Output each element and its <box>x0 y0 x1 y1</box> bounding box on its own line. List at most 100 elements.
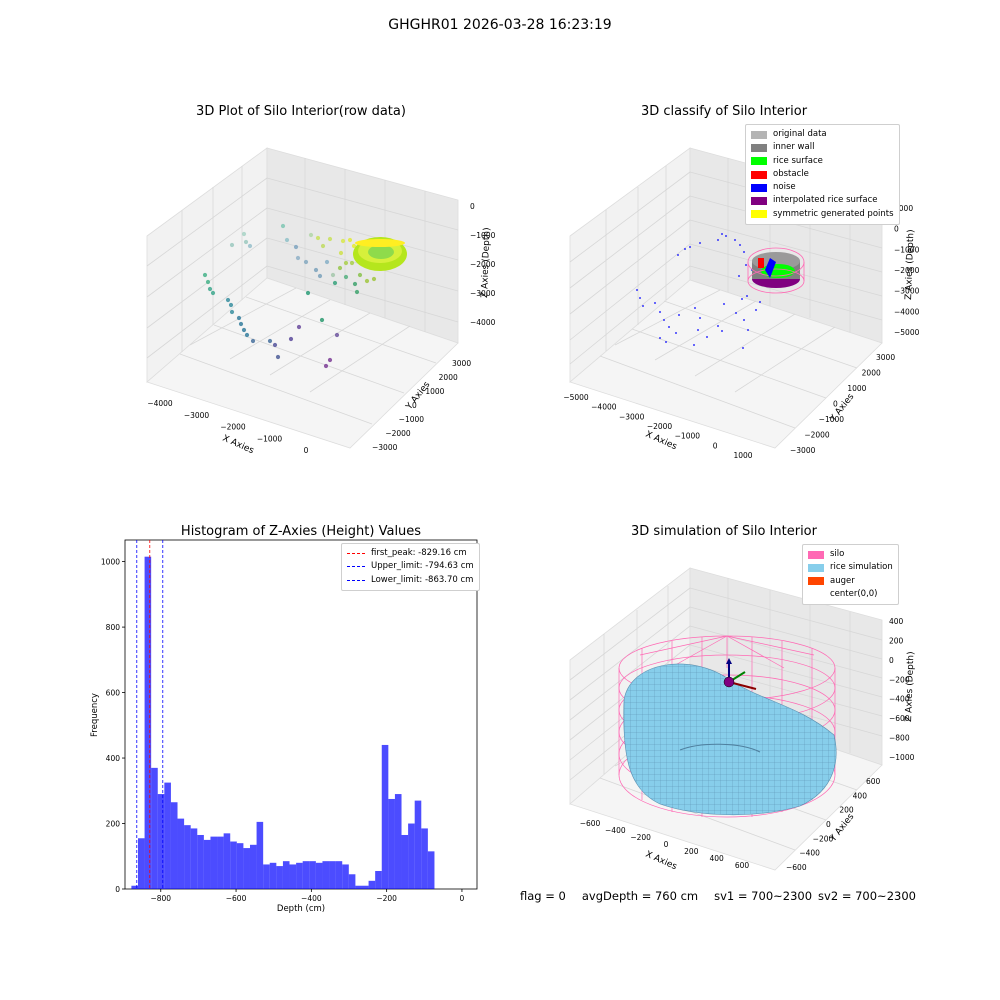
histogram-bar <box>177 818 185 889</box>
histogram-bar <box>223 833 231 889</box>
legend-swatch <box>808 550 824 559</box>
simulation-ztick-label: 0 <box>889 656 894 665</box>
simulation-ytick-label: 400 <box>853 791 868 800</box>
classify-silo-cluster <box>747 247 805 294</box>
histogram-ytick-label: 0 <box>115 885 120 894</box>
raw-point <box>313 267 319 273</box>
raw-point <box>349 260 355 266</box>
noise-point <box>723 303 725 305</box>
histogram-ytick-label: 800 <box>106 623 121 632</box>
raw-ytick-label: 2000 <box>439 373 458 382</box>
histogram-xtick-label: −800 <box>150 894 171 903</box>
histogram-bar <box>210 836 218 889</box>
noise-point <box>675 332 677 334</box>
raw-point <box>241 327 247 333</box>
raw-point <box>308 232 314 238</box>
raw-point <box>324 259 330 265</box>
simulation-ztick-label: −1000 <box>889 753 915 762</box>
histogram-bar <box>361 885 369 889</box>
classify-legend: original data inner wall rice surface ob… <box>745 124 900 226</box>
legend-item-auger: auger <box>808 575 893 588</box>
simulation-ztick-label: −600 <box>889 714 910 723</box>
noise-point <box>689 246 691 248</box>
raw-data-points <box>202 223 377 369</box>
legend-label: rice simulation <box>830 562 893 573</box>
raw-point <box>295 255 301 261</box>
raw-point <box>207 286 213 292</box>
raw-point <box>347 237 353 243</box>
raw-point <box>319 317 325 323</box>
simulation-ytick-label: 0 <box>826 820 831 829</box>
raw-point <box>293 244 299 250</box>
raw-xtick-label: 0 <box>304 446 309 455</box>
noise-point <box>678 314 680 316</box>
classify-ytick-label: 2000 <box>862 369 881 378</box>
classify-ztick-label: −5000 <box>894 328 920 337</box>
noise-point <box>706 336 708 338</box>
legend-item-original-data: original data <box>751 128 894 141</box>
legend-item-first-peak: first_peak: -829.16 cm <box>347 547 474 560</box>
classify-ztick-label: −1000 <box>894 245 920 254</box>
legend-label: center(0,0) <box>830 588 878 599</box>
classify-xtick-label: −2000 <box>647 422 673 431</box>
simulation-ztick-label: 200 <box>889 636 904 645</box>
legend-item-obstacle: obstacle <box>751 168 894 181</box>
histogram-bar <box>342 864 349 889</box>
raw-ytick-label: −1000 <box>399 415 425 424</box>
legend-item-center: center(0,0) <box>808 588 893 601</box>
simulation-xtick-label: −600 <box>580 819 601 828</box>
raw-point <box>303 259 309 265</box>
histogram-bar <box>236 843 244 889</box>
histogram-bars <box>131 556 435 889</box>
classify-plot-title: 3D classify of Silo Interior <box>640 104 808 119</box>
figure-suptitle: GHGHR01 2026-03-28 16:23:19 <box>388 17 612 33</box>
histogram-bar <box>296 862 303 889</box>
raw-point <box>351 243 357 249</box>
noise-point <box>668 326 670 328</box>
legend-item-silo: silo <box>808 548 893 561</box>
raw-point <box>202 272 208 278</box>
raw-point <box>357 272 363 278</box>
legend-dash <box>347 553 365 555</box>
legend-item-interpolated-rice-surface: interpolated rice surface <box>751 194 894 207</box>
legend-swatch <box>751 157 767 166</box>
classify-xtick-label: −3000 <box>619 412 645 421</box>
noise-point <box>642 305 644 307</box>
noise-point <box>721 233 723 235</box>
raw-point <box>340 238 346 244</box>
histogram-bar <box>381 744 389 889</box>
raw-point <box>315 235 321 241</box>
noise-point <box>659 311 661 313</box>
histogram-ylabel: Frequency <box>90 693 100 737</box>
histogram-bar <box>164 782 171 889</box>
classify-ztick-label: −4000 <box>894 307 920 316</box>
histogram-bar <box>151 767 158 889</box>
histogram-ytick-label: 1000 <box>101 558 120 567</box>
histogram-xtick-label: 0 <box>460 894 465 903</box>
legend-swatch <box>808 591 824 599</box>
legend-label: first_peak: -829.16 cm <box>371 548 467 558</box>
simulation-ztick-label: −800 <box>889 734 910 743</box>
raw-point <box>243 239 249 245</box>
noise-point <box>741 298 743 300</box>
raw-point <box>280 223 286 229</box>
simulation-xtick-label: 200 <box>684 847 699 856</box>
classify-ztick-label: 1000 <box>894 204 913 213</box>
noise-point <box>677 254 679 256</box>
raw-axis-ticks: −4000 −3000 −2000 −1000 0 3000 2000 1000 0 −1000 −… <box>147 202 495 455</box>
classify-xtick-label: −5000 <box>563 393 589 402</box>
noise-point <box>699 242 701 244</box>
histogram-bar <box>137 838 145 889</box>
simulation-plot-title: 3D simulation of Silo Interior <box>631 524 817 539</box>
avg-depth-text: avgDepth = 760 cm <box>581 889 699 903</box>
legend-swatch <box>751 183 767 192</box>
legend-swatch <box>808 563 824 572</box>
raw-point <box>205 279 211 285</box>
histogram-bar <box>315 862 323 889</box>
simulation-ylabel: Y Axies <box>828 812 857 845</box>
legend-swatch <box>751 170 767 179</box>
noise-point <box>659 337 661 339</box>
classify-xtick-label: 0 <box>713 441 718 450</box>
classify-xlabel: X Axies <box>644 430 679 453</box>
legend-label: noise <box>773 182 796 193</box>
